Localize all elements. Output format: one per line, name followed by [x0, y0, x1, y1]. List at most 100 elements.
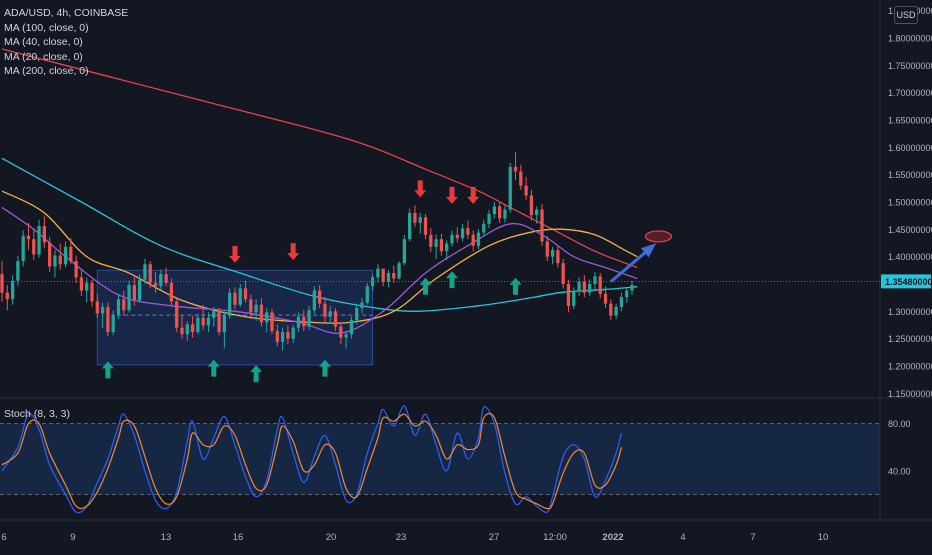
candle-body[interactable]	[180, 327, 184, 335]
candle-body[interactable]	[577, 281, 581, 292]
candle-body[interactable]	[593, 276, 597, 284]
candle-body[interactable]	[423, 217, 428, 235]
candle-body[interactable]	[630, 285, 634, 291]
candle-body[interactable]	[603, 293, 608, 304]
candle-body[interactable]	[10, 280, 15, 300]
candle-body[interactable]	[550, 250, 555, 257]
candle-body[interactable]	[296, 316, 301, 328]
candle-body[interactable]	[572, 291, 576, 306]
candle-body[interactable]	[48, 242, 52, 267]
candle-body[interactable]	[74, 261, 78, 278]
candle-body[interactable]	[132, 285, 136, 301]
candle-body[interactable]	[392, 273, 396, 279]
candle-body[interactable]	[408, 212, 412, 240]
candle-body[interactable]	[16, 261, 20, 281]
candle-body[interactable]	[122, 299, 126, 311]
candle-body[interactable]	[355, 308, 359, 321]
candle-body[interactable]	[116, 299, 121, 315]
candle-body[interactable]	[513, 167, 518, 172]
candle-body[interactable]	[138, 279, 142, 301]
candle-body[interactable]	[265, 312, 269, 323]
candle-body[interactable]	[21, 235, 25, 262]
candle-body[interactable]	[397, 263, 401, 279]
indicator-ma200[interactable]: MA (200, close, 0)	[4, 65, 89, 77]
candle-body[interactable]	[503, 209, 507, 219]
candle-body[interactable]	[376, 268, 380, 278]
candle-body[interactable]	[418, 217, 422, 223]
indicator-ma40[interactable]: MA (40, close, 0)	[4, 36, 83, 48]
candle-body[interactable]	[524, 185, 528, 196]
candle-body[interactable]	[344, 334, 348, 338]
candle-body[interactable]	[598, 276, 602, 294]
candle-body[interactable]	[339, 326, 343, 338]
candle-body[interactable]	[217, 311, 221, 333]
candle-body[interactable]	[540, 209, 544, 242]
candle-body[interactable]	[233, 292, 237, 305]
candle-body[interactable]	[333, 311, 338, 327]
candle-body[interactable]	[53, 255, 57, 267]
candle-body[interactable]	[318, 290, 322, 304]
candle-body[interactable]	[498, 206, 502, 219]
stoch-label[interactable]: Stoch (8, 3, 3)	[4, 408, 70, 420]
candle-body[interactable]	[381, 268, 385, 282]
candle-body[interactable]	[323, 303, 327, 317]
candle-body[interactable]	[259, 304, 264, 323]
candle-body[interactable]	[243, 288, 248, 300]
candle-body[interactable]	[249, 299, 253, 313]
candle-body[interactable]	[95, 301, 99, 314]
candle-body[interactable]	[0, 274, 4, 293]
candle-body[interactable]	[455, 234, 459, 239]
candle-body[interactable]	[492, 206, 496, 215]
candle-body[interactable]	[164, 274, 168, 283]
candle-body[interactable]	[85, 282, 89, 291]
candle-body[interactable]	[196, 317, 200, 333]
candle-body[interactable]	[32, 239, 36, 255]
candle-body[interactable]	[206, 317, 211, 326]
candle-body[interactable]	[619, 297, 624, 307]
candle-body[interactable]	[212, 311, 216, 318]
candle-body[interactable]	[254, 304, 258, 313]
candle-body[interactable]	[476, 232, 481, 246]
candle-body[interactable]	[63, 246, 68, 265]
candle-body[interactable]	[302, 316, 306, 327]
candle-body[interactable]	[434, 239, 438, 247]
candle-body[interactable]	[111, 314, 115, 333]
candle-body[interactable]	[328, 311, 332, 317]
candle-body[interactable]	[312, 290, 316, 311]
indicator-ma100[interactable]: MA (100, close, 0)	[4, 21, 89, 34]
candle-body[interactable]	[42, 226, 46, 243]
candle-body[interactable]	[37, 226, 41, 255]
candle-body[interactable]	[466, 228, 470, 235]
candle-body[interactable]	[508, 167, 512, 210]
candle-body[interactable]	[360, 302, 364, 309]
candle-body[interactable]	[127, 285, 131, 311]
candle-body[interactable]	[228, 292, 232, 316]
candle-body[interactable]	[429, 234, 433, 247]
candle-body[interactable]	[529, 195, 534, 216]
candle-body[interactable]	[370, 277, 375, 287]
candle-body[interactable]	[519, 171, 523, 186]
candle-body[interactable]	[450, 234, 454, 244]
candle-body[interactable]	[159, 274, 163, 287]
candle-body[interactable]	[275, 330, 279, 342]
candle-body[interactable]	[482, 223, 486, 233]
candle-body[interactable]	[280, 332, 285, 342]
candle-body[interactable]	[413, 212, 417, 223]
candle-body[interactable]	[439, 239, 444, 252]
candle-body[interactable]	[175, 301, 179, 328]
indicator-ma20[interactable]: MA (20, close, 0)	[4, 50, 83, 63]
candle-body[interactable]	[588, 283, 592, 293]
candle-body[interactable]	[238, 288, 242, 305]
candle-body[interactable]	[169, 282, 174, 302]
candle-body[interactable]	[153, 282, 158, 287]
candle-body[interactable]	[201, 317, 205, 326]
candle-body[interactable]	[535, 209, 539, 216]
candle-body[interactable]	[445, 243, 449, 252]
currency-badge[interactable]: USD	[894, 6, 918, 24]
candle-body[interactable]	[545, 241, 549, 257]
candle-body[interactable]	[625, 290, 629, 298]
candle-body[interactable]	[386, 273, 391, 282]
candle-body[interactable]	[26, 235, 31, 240]
candle-body[interactable]	[222, 315, 226, 333]
